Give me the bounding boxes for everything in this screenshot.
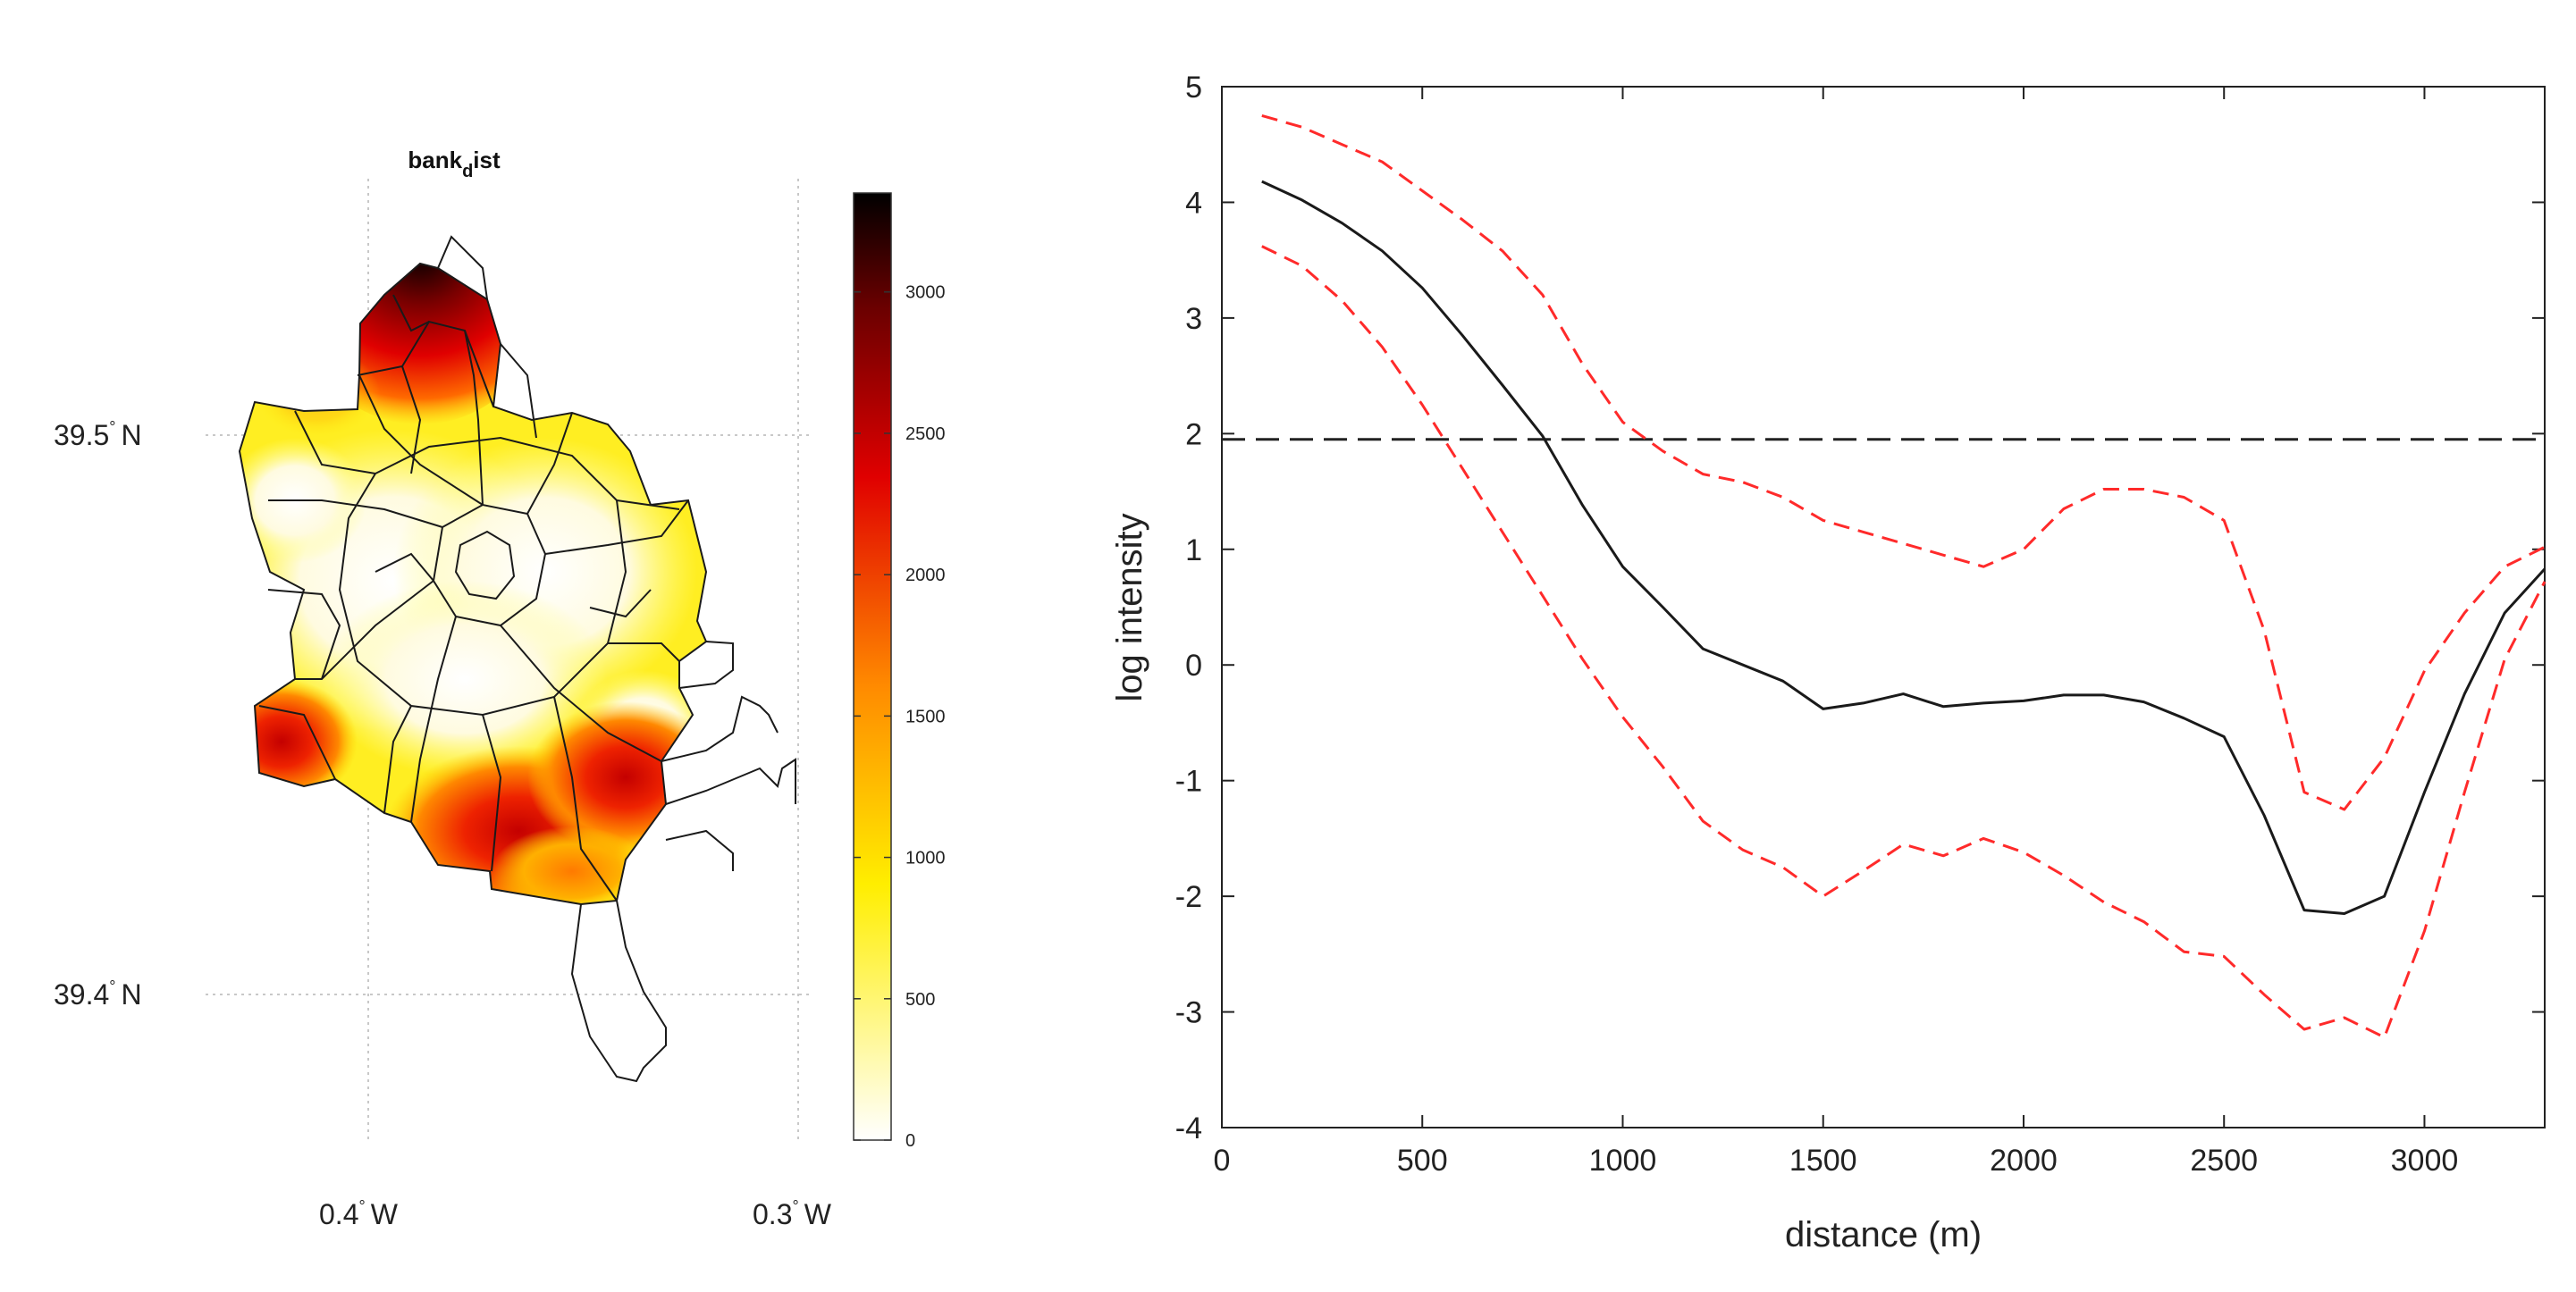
y-tick-label-0: 0 [1185,649,1202,683]
y-tick-label--2: -2 [1175,880,1202,914]
y-tick-label--4: -4 [1175,1112,1202,1145]
axis-e [544,499,689,555]
lon-label-0-4: 0.4° W [319,1197,399,1230]
y-tick-label-2: 2 [1185,417,1202,451]
lon-labels: 0.4° W 0.3° W [319,1197,832,1230]
x-tick-label-3000: 3000 [2391,1144,2459,1178]
port-line-4 [665,829,734,871]
colorbar-tick-label-3000: 3000 [905,283,946,303]
district-c [482,714,502,872]
y-tick-label-1: 1 [1185,533,1202,567]
lat-labels: 39.5° N 39.4° N [54,418,142,1011]
district-l [589,589,652,618]
y-tick-label-4: 4 [1185,186,1202,220]
district-k [392,294,430,332]
x-tick-label-1500: 1500 [1789,1144,1857,1178]
map-title-subscript: d [462,162,473,181]
district-i [294,410,376,474]
colorbar-tick-label-500: 500 [905,990,935,1010]
y-tick-label--3: -3 [1175,996,1202,1030]
district-h [500,343,537,439]
colorbar-tick-label-2000: 2000 [905,566,946,585]
district-a [267,589,341,680]
inner-ring [432,503,547,627]
lat-label-39-5: 39.5° N [54,418,142,451]
district-e [608,642,680,662]
series-group [1261,113,2547,1039]
line-axis-ticks: 0 500 1000 1500 2000 2500 3000 -4 -3 -2 -1 0 1 2 3 4 5 [1175,71,2545,1178]
heat-field [240,264,706,904]
district-g [401,365,422,474]
axis-ns [464,330,484,506]
old-town [454,530,516,600]
southern-district [570,900,667,1083]
plot-frame [1221,86,2546,1128]
lon-label-0-3: 0.3° W [753,1197,832,1230]
district-m [375,552,434,582]
city-outline [238,262,708,906]
axis-nw [358,374,484,506]
lat-label-39-4: 39.4° N [54,977,142,1011]
series-estimate [1261,180,2547,915]
ring-outer [338,436,627,717]
x-tick-label-2500: 2500 [2190,1144,2258,1178]
colorbar-tick-label-2500: 2500 [905,424,946,444]
line-chart-panel: 0 500 1000 1500 2000 2500 3000 -4 -3 -2 -1 0 1 2 3 4 5 d… [1110,71,2547,1254]
axis-w [268,499,443,528]
x-tick-label-500: 500 [1397,1144,1448,1178]
district-d [553,696,618,902]
y-tick-label-5: 5 [1185,71,1202,105]
x-tick-label-2000: 2000 [1990,1144,2058,1178]
district-boundaries [238,235,796,1083]
northern-coast [437,235,488,300]
y-axis-label: log intensity [1110,513,1149,701]
map-title: bankdist [408,147,501,181]
port-line-3 [678,641,734,689]
x-tick-label-1000: 1000 [1589,1144,1657,1178]
y-tick-label-3: 3 [1185,302,1202,336]
colorbar-tick-label-1500: 1500 [905,707,946,726]
colorbar-tick-label-1000: 1000 [905,849,946,868]
heatmap-panel: bankdist [54,147,946,1230]
port-line-2 [661,695,779,762]
port-line-1 [665,758,796,805]
map-title-rest: ist [473,147,501,173]
map-title-base: bank [408,147,462,173]
series-lower-bound [1261,245,2547,1039]
colorbar-ticks: 0 500 1000 1500 2000 2500 3000 [854,283,946,1151]
district-j [258,705,336,780]
district-b [383,705,412,814]
colorbar-gradient [853,192,892,1141]
district-f [616,499,680,510]
axis-se [500,625,662,762]
y-tick-label--1: -1 [1175,765,1202,799]
series-upper-bound [1261,113,2546,811]
x-axis-label: distance (m) [1785,1215,1982,1254]
colorbar-tick-label-0: 0 [905,1131,915,1151]
axis-sw [295,580,434,680]
axis-ne [526,412,573,515]
colorbar: 0 500 1000 1500 2000 2500 3000 [853,192,946,1151]
x-tick-label-0: 0 [1214,1144,1231,1178]
axis-s [410,616,457,823]
